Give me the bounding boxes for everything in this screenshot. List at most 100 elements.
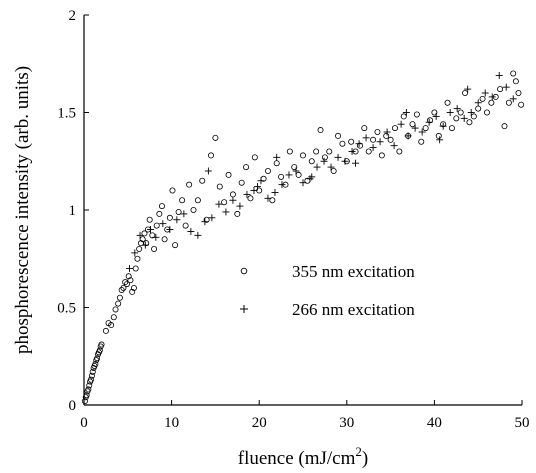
- x-axis-title-superscript: 2: [355, 444, 362, 459]
- data-point-266nm: [327, 163, 335, 171]
- data-point-266nm: [488, 93, 496, 101]
- data-point-355nm: [89, 368, 96, 375]
- data-point-355nm: [273, 160, 280, 167]
- data-point-355nm: [299, 152, 306, 159]
- data-point-355nm: [194, 197, 201, 204]
- data-point-355nm: [175, 208, 182, 215]
- data-point-355nm: [462, 90, 469, 97]
- data-point-355nm: [161, 236, 168, 243]
- data-point-355nm: [132, 265, 139, 272]
- data-point-266nm: [159, 220, 167, 228]
- data-point-266nm: [222, 208, 230, 216]
- data-point-355nm: [370, 136, 377, 143]
- data-point-355nm: [479, 95, 486, 102]
- data-point-266nm: [243, 190, 251, 198]
- data-point-355nm: [169, 187, 176, 194]
- data-point-355nm: [130, 284, 137, 291]
- data-point-355nm: [291, 164, 298, 171]
- data-point-355nm: [483, 109, 490, 116]
- data-point-355nm: [153, 222, 160, 229]
- data-point-355nm: [466, 119, 473, 126]
- data-point-355nm: [326, 148, 333, 155]
- y-tick-label: 2: [69, 8, 77, 24]
- data-point-266nm: [147, 226, 155, 233]
- data-point-355nm: [186, 181, 193, 188]
- data-point-266nm: [362, 134, 370, 142]
- data-point-266nm: [292, 167, 300, 175]
- data-point-266nm: [404, 132, 412, 140]
- data-point-266nm: [446, 109, 454, 116]
- data-point-266nm: [425, 118, 433, 126]
- data-point-355nm: [238, 179, 245, 186]
- data-point-266nm: [464, 85, 472, 93]
- data-point-355nm: [108, 322, 115, 329]
- data-point-355nm: [518, 101, 525, 108]
- data-point-355nm: [199, 177, 206, 184]
- data-point-355nm: [422, 125, 429, 132]
- legend-label-266nm: 266 nm excitation: [292, 300, 415, 319]
- data-point-355nm: [115, 300, 122, 307]
- data-point-266nm: [173, 216, 181, 224]
- data-point-355nm: [278, 173, 285, 180]
- x-tick-label: 40: [427, 415, 442, 431]
- data-point-355nm: [125, 273, 132, 280]
- data-point-355nm: [335, 132, 342, 139]
- data-point-266nm: [320, 157, 328, 165]
- data-point-266nm: [204, 167, 212, 175]
- data-point-266nm: [141, 241, 149, 249]
- data-point-355nm: [269, 197, 276, 204]
- data-point-355nm: [190, 206, 197, 213]
- data-point-355nm: [501, 123, 508, 130]
- data-point-266nm: [383, 128, 391, 136]
- data-point-355nm: [134, 255, 141, 262]
- y-tick-label: 1.5: [57, 106, 76, 122]
- data-point-266nm: [187, 227, 195, 235]
- data-point-355nm: [308, 158, 315, 165]
- data-point-266nm: [460, 114, 468, 122]
- data-point-355nm: [400, 113, 407, 120]
- data-point-266nm: [194, 231, 202, 239]
- data-point-355nm: [453, 115, 460, 122]
- x-axis-title-main: fluence (mJ/cm: [238, 448, 356, 469]
- data-point-355nm: [505, 99, 512, 106]
- data-point-355nm: [470, 113, 477, 120]
- data-point-355nm: [374, 128, 381, 135]
- data-point-355nm: [208, 152, 215, 159]
- data-point-355nm: [512, 78, 519, 85]
- data-point-266nm: [439, 122, 447, 130]
- data-point-355nm: [88, 372, 95, 379]
- data-point-355nm: [156, 210, 163, 217]
- data-point-266nm: [348, 148, 356, 155]
- data-point-266nm: [352, 159, 360, 167]
- data-point-266nm: [257, 177, 265, 185]
- data-point-355nm: [515, 90, 522, 97]
- data-point-355nm: [158, 203, 165, 210]
- data-point-266nm: [502, 83, 510, 91]
- data-point-355nm: [122, 279, 129, 286]
- data-point-266nm: [474, 99, 482, 107]
- data-point-355nm: [435, 132, 442, 139]
- x-tick-label: 20: [252, 415, 267, 431]
- legend-label-355nm: 355 nm excitation: [292, 262, 415, 281]
- data-point-355nm: [448, 125, 455, 132]
- data-point-355nm: [143, 240, 150, 247]
- data-point-266nm: [278, 181, 286, 189]
- data-point-266nm: [126, 265, 134, 272]
- data-point-355nm: [86, 382, 93, 389]
- data-point-355nm: [321, 154, 328, 161]
- data-point-266nm: [397, 120, 405, 128]
- data-point-266nm: [136, 231, 144, 239]
- data-point-355nm: [88, 376, 95, 383]
- data-point-355nm: [488, 99, 495, 106]
- data-point-355nm: [102, 327, 109, 334]
- data-point-355nm: [203, 216, 210, 223]
- x-axis-title: fluence (mJ/cm2): [238, 444, 368, 469]
- x-tick-label: 10: [164, 415, 179, 431]
- data-point-355nm: [83, 392, 90, 399]
- data-point-266nm: [313, 163, 321, 171]
- data-point-355nm: [431, 109, 438, 116]
- data-point-266nm: [509, 95, 517, 103]
- data-point-266nm: [411, 124, 419, 132]
- data-point-266nm: [432, 112, 440, 120]
